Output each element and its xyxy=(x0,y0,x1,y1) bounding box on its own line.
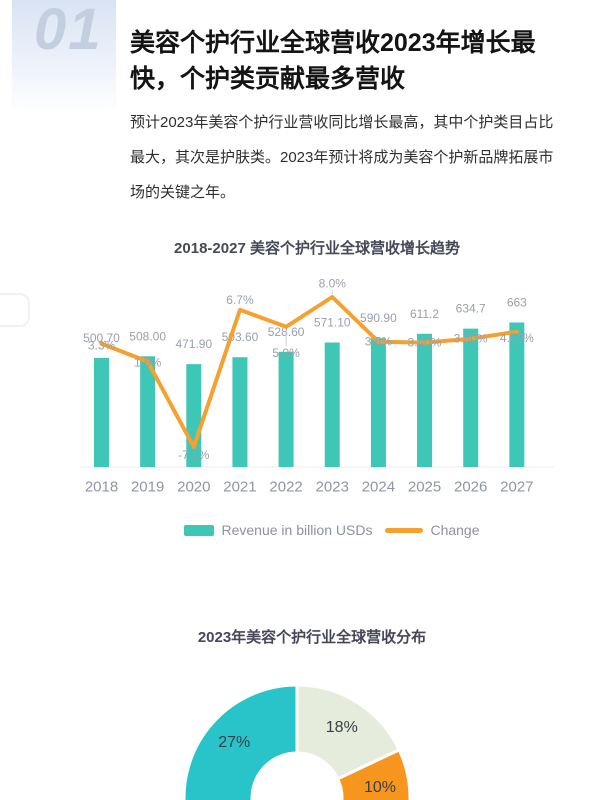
bar-value-label-2025: 611.2 xyxy=(410,307,439,321)
donut-slice-18% xyxy=(295,683,402,781)
bar-2022 xyxy=(278,351,294,467)
x-axis-label-2022: 2022 xyxy=(269,479,302,496)
bar-value-label-2027: 663 xyxy=(507,295,527,309)
trend-chart-legend: Revenue in billion USDs Change xyxy=(32,522,600,538)
change-point-label-2025: 3.40% xyxy=(408,336,442,350)
legend-label-revenue: Revenue in billion USDs xyxy=(221,522,373,538)
section-number-background xyxy=(12,0,116,114)
change-point-label-2019: 1.5% xyxy=(134,356,162,370)
bar-value-label-2018: 500.70 xyxy=(83,331,120,345)
donut-slice-label-27%: 27% xyxy=(218,734,250,751)
change-line xyxy=(99,295,519,449)
x-axis-label-2024: 2024 xyxy=(362,479,395,496)
bar-2027 xyxy=(509,322,525,467)
legend-label-change: Change xyxy=(430,522,480,538)
x-axis-label-2023: 2023 xyxy=(316,479,349,496)
x-axis-label-2027: 2027 xyxy=(500,479,533,496)
x-axis-label-2021: 2021 xyxy=(223,479,256,496)
change-point-label-2022: 5.0% xyxy=(272,346,300,360)
bar-2019 xyxy=(140,356,156,467)
change-point-label-2023: 8.0% xyxy=(319,277,347,291)
donut-slice-27% xyxy=(182,683,299,800)
change-point-label-2026: 3.80% xyxy=(454,332,488,346)
decorative-card-corner xyxy=(0,293,30,327)
donut-slice-label-18%: 18% xyxy=(326,719,358,736)
bar-2018 xyxy=(94,357,109,467)
change-point-label-2024: 3.5% xyxy=(365,335,393,349)
x-axis-label-2020: 2020 xyxy=(177,479,210,496)
bar-2025 xyxy=(417,333,433,467)
bar-value-label-2020: 471.90 xyxy=(175,337,212,351)
bar-2021 xyxy=(232,357,248,467)
bar-2024 xyxy=(370,338,386,467)
bar-2026 xyxy=(463,328,479,467)
change-point-label-2020: -7.1% xyxy=(178,448,210,462)
bar-2023 xyxy=(324,342,340,467)
donut-slice-10% xyxy=(335,747,412,800)
legend-line-swatch xyxy=(385,527,424,533)
bar-value-label-2026: 634.7 xyxy=(456,302,486,316)
bar-value-label-2024: 590.90 xyxy=(360,311,397,325)
trend-chart-title: 2018-2027 美容个护行业全球营收增长趋势 xyxy=(174,240,460,257)
donut-slice-label-10%: 10% xyxy=(364,779,396,796)
legend-bar-swatch xyxy=(184,524,215,536)
bar-value-label-2019: 508.00 xyxy=(129,329,166,343)
x-axis-label-2018: 2018 xyxy=(85,479,118,496)
page-heading: 美容个护行业全球营收2023年增长最快，个护类贡献最多营收 xyxy=(130,28,536,93)
bar-value-label-2023: 571.10 xyxy=(314,316,351,330)
donut-chart-title: 2023年美容个护行业全球营收分布 xyxy=(197,629,427,646)
x-axis-label-2026: 2026 xyxy=(454,479,487,496)
x-axis-label-2019: 2019 xyxy=(131,479,164,496)
x-axis-label-2025: 2025 xyxy=(408,479,441,496)
change-point-label-2021: 6.7% xyxy=(226,293,254,307)
intro-paragraph: 预计2023年美容个护行业营收同比增长最高，其中个护类目占比最大，其次是护肤类。… xyxy=(130,114,554,201)
section-number: 01 xyxy=(34,0,103,62)
change-point-label-2027: 4.50% xyxy=(500,331,534,345)
change-point-label-2018: 3.3% xyxy=(88,339,116,353)
